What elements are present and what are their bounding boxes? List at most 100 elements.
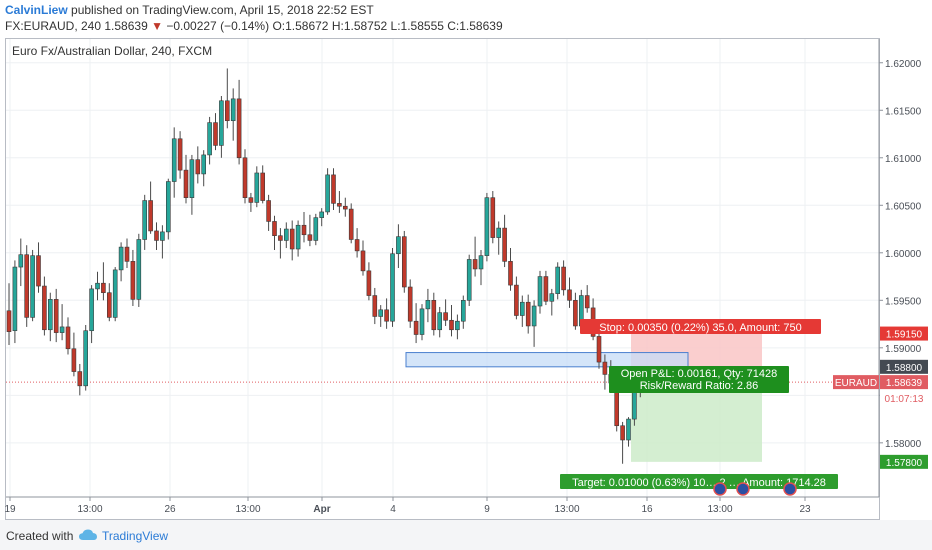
x-tick-label: 13:00 (554, 504, 579, 515)
pnl-label: Open P&L: 0.00161, Qty: 71428 (621, 368, 778, 380)
event-flag-icon (713, 482, 727, 496)
symbol-tag: EURAUD (835, 378, 877, 389)
candle-body (142, 200, 147, 240)
candle-body (230, 98, 236, 122)
candle-body (65, 326, 71, 350)
last-price: 1.58639 (104, 19, 148, 33)
candle-body (342, 205, 348, 210)
candle-body (307, 234, 313, 241)
published-text: published on TradingView.com, April 15, … (71, 3, 374, 17)
candle-body (266, 200, 271, 222)
current-price-tag: 1.58639 (886, 378, 923, 389)
x-tick-label: 26 (164, 504, 176, 515)
author-link[interactable]: CalvinLiew (5, 3, 68, 17)
current-price-tag-bg (880, 375, 928, 390)
y-tick-label: 1.60500 (885, 201, 922, 212)
y-tick-label: 1.58000 (885, 439, 922, 450)
candle-body (183, 169, 189, 198)
candle-body (118, 246, 124, 271)
candle-body (242, 157, 248, 198)
created-with-label: Created with (6, 529, 74, 543)
candle-body (437, 312, 443, 331)
candle-body (148, 200, 153, 232)
candle-body (348, 208, 354, 240)
candle-body (460, 300, 466, 322)
support-zone-rect (405, 352, 689, 368)
x-tick-label: 13:00 (707, 504, 732, 515)
stop-label-bg (580, 319, 821, 334)
price-change: −0.00227 (−0.14%) (166, 19, 270, 33)
candle-body (278, 235, 283, 241)
stop-price-tag-bg (880, 326, 928, 341)
candle-body (236, 98, 242, 159)
y-tick-label: 1.62000 (885, 59, 922, 70)
tradingview-brand-link[interactable]: TradingView (102, 529, 169, 543)
candle-body (455, 320, 460, 331)
ohlc-values: O:1.58672 H:1.58752 L:1.58555 C:1.58639 (272, 19, 503, 33)
candle-body (378, 309, 384, 317)
y-tick-label: 1.59000 (885, 344, 922, 355)
x-tick-label: 4 (390, 504, 396, 515)
candle-body (466, 259, 472, 301)
event-flag-icon (736, 482, 750, 496)
candle-body (254, 172, 260, 203)
candle-body (207, 122, 212, 156)
symbol-label: FX:EURAUD, 240 (5, 19, 102, 33)
candle-body (396, 236, 401, 255)
candle-body (6, 310, 12, 332)
candle-body (401, 236, 407, 288)
candle-body (53, 299, 59, 333)
countdown-tag: 01:07:13 (885, 394, 924, 405)
candle-body (225, 100, 230, 122)
candle-body (525, 301, 531, 327)
candle-body (561, 266, 566, 291)
x-tick-label: Apr (313, 504, 330, 515)
candle-body (472, 259, 478, 270)
target-price-tag: 1.57800 (886, 458, 923, 469)
entry-price-tag: 1.58800 (886, 363, 923, 374)
candle-body (419, 308, 425, 335)
candle-body (596, 336, 602, 363)
x-tick-label: 13:00 (77, 504, 102, 515)
candle-body (390, 253, 395, 322)
candle-body (30, 255, 35, 318)
candle-body (549, 293, 555, 302)
symbol-quote-line: FX:EURAUD, 240 1.58639 ▼ −0.00227 (−0.14… (5, 19, 503, 33)
target-label-bg (560, 474, 838, 489)
candle-body (295, 224, 301, 250)
candle-body (496, 227, 502, 238)
candle-body (384, 309, 389, 322)
countdown-tag-bg (880, 391, 928, 406)
candle-body (71, 348, 77, 372)
x-tick-label: 16 (641, 504, 653, 515)
candle-body (313, 217, 319, 241)
candle-body (95, 282, 100, 290)
publish-header: CalvinLiew published on TradingView.com,… (0, 0, 932, 36)
candle-body (272, 221, 277, 236)
candle-body (36, 255, 41, 287)
candlestick-chart[interactable]: 1.62000 1.61500 1.61000 1.60500 1.60000 1.595… (0, 0, 932, 520)
candle-body (555, 266, 561, 294)
y-tick-label: 1.61500 (885, 106, 922, 117)
candle-body (42, 285, 47, 331)
rr-label: Risk/Reward Ratio: 2.86 (640, 380, 759, 392)
candle-body (584, 295, 590, 309)
entry-price-tag-bg (880, 359, 928, 374)
candle-body (372, 295, 378, 317)
candle-body (360, 250, 366, 272)
candle-body (47, 299, 53, 331)
candle-body (112, 269, 118, 318)
candle-body (337, 203, 342, 207)
target-price-tag-bg (880, 454, 928, 469)
candle-body (502, 227, 507, 262)
candle-body (620, 425, 625, 441)
x-tick-label: 13:00 (235, 504, 260, 515)
candle-body (531, 305, 537, 327)
candle-body (201, 154, 206, 175)
candle-body (449, 319, 454, 331)
candle-body (166, 181, 171, 233)
y-tick-label: 1.61000 (885, 154, 922, 165)
candle-body (24, 254, 30, 318)
candle-body (83, 330, 88, 387)
chart-title: Euro Fx/Australian Dollar, 240, FXCM (12, 44, 213, 58)
